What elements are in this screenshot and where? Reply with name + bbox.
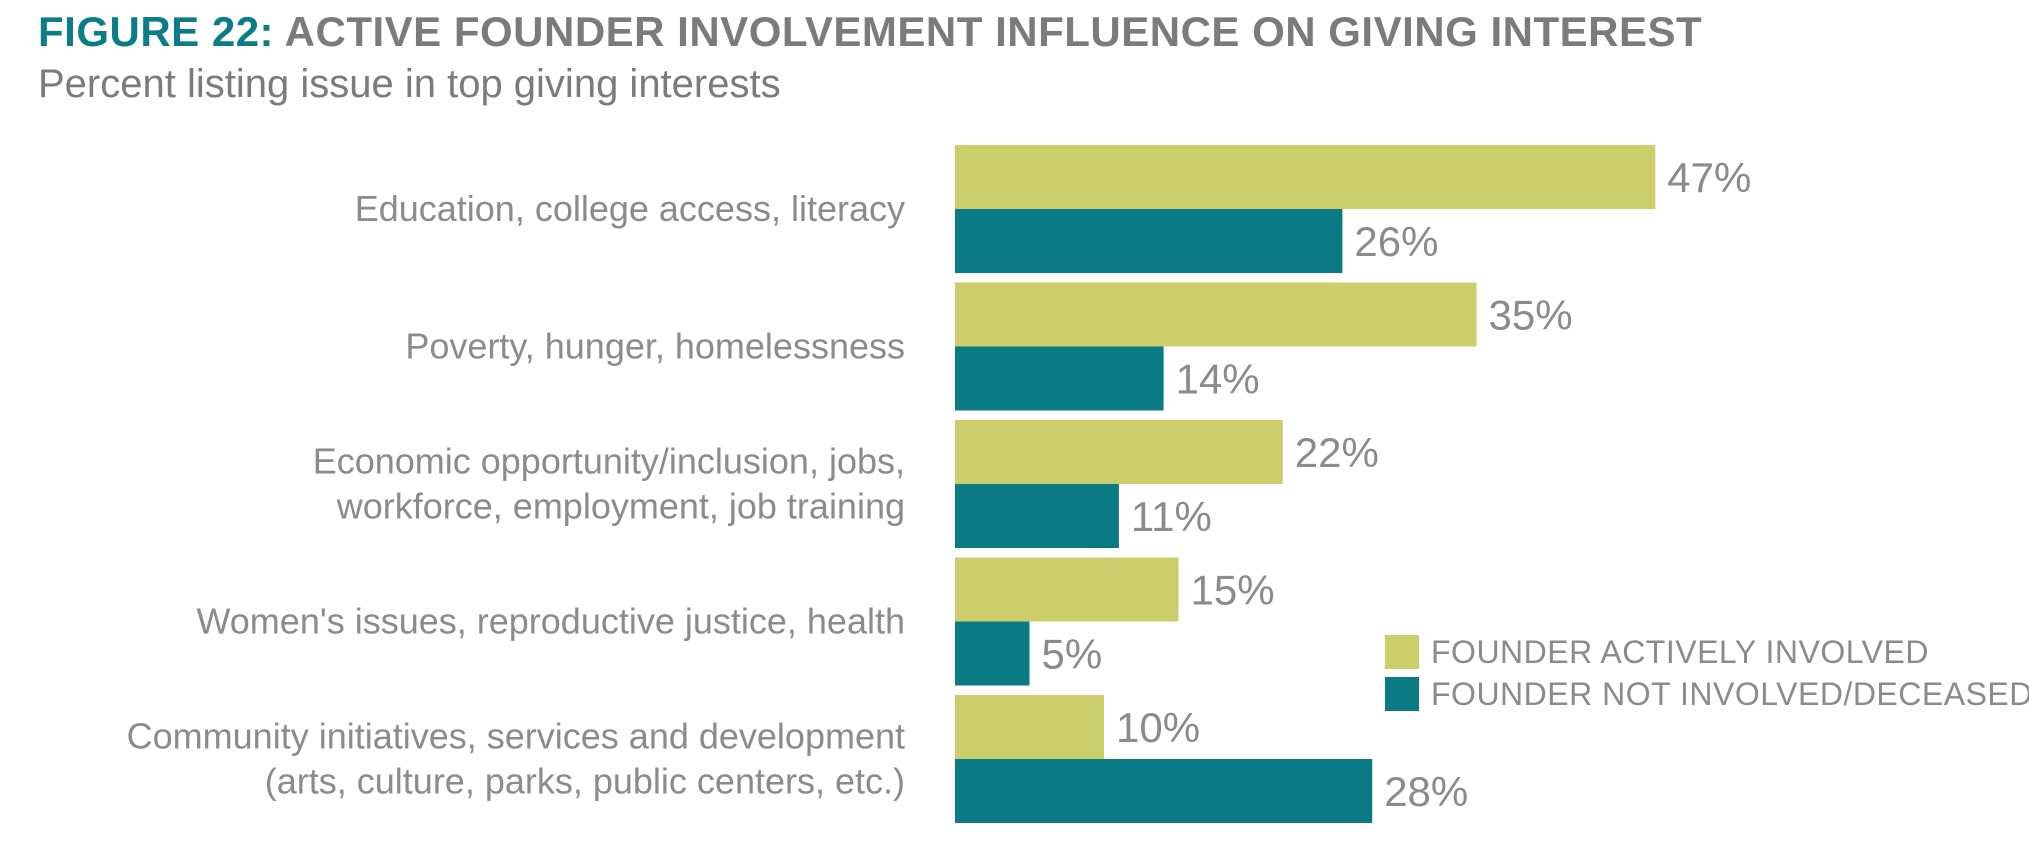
value-label-involved-3: 15% — [1191, 567, 1275, 614]
bar-involved-1 — [955, 282, 1477, 347]
category-label-2-line-0: Economic opportunity/inclusion, jobs, — [313, 441, 905, 482]
bar-involved-4 — [955, 695, 1104, 759]
value-label-involved-2: 22% — [1295, 429, 1379, 476]
legend-item-involved: FOUNDER ACTIVELY INVOLVED — [1385, 632, 2029, 672]
bar-not-involved-2 — [955, 484, 1119, 548]
category-label-4-line-1: (arts, culture, parks, public centers, e… — [265, 761, 905, 802]
value-label-involved-0: 47% — [1667, 154, 1751, 201]
bar-involved-2 — [955, 420, 1283, 484]
value-label-not-involved-1: 14% — [1176, 356, 1260, 403]
category-label-2-line-1: workforce, employment, job training — [336, 486, 905, 527]
value-label-not-involved-4: 28% — [1384, 768, 1468, 815]
bar-not-involved-0 — [955, 209, 1343, 273]
figure-title: ACTIVE FOUNDER INVOLVEMENT INFLUENCE ON … — [284, 8, 1703, 55]
value-label-involved-4: 10% — [1116, 704, 1200, 751]
chart-subtitle: Percent listing issue in top giving inte… — [38, 62, 781, 106]
bar-not-involved-1 — [955, 346, 1164, 411]
legend-item-not-involved: FOUNDER NOT INVOLVED/DECEASED — [1385, 674, 2029, 714]
legend-label-not-involved: FOUNDER NOT INVOLVED/DECEASED — [1431, 675, 2029, 712]
value-label-not-involved-2: 11% — [1131, 493, 1212, 540]
legend-swatch-not-involved — [1385, 677, 1419, 711]
category-label-3: Women's issues, reproductive justice, he… — [196, 601, 905, 642]
bar-involved-0 — [955, 145, 1656, 209]
chart-title: FIGURE 22: ACTIVE FOUNDER INVOLVEMENT IN… — [38, 8, 1702, 56]
value-label-involved-1: 35% — [1489, 292, 1573, 339]
value-label-not-involved-3: 5% — [1042, 631, 1103, 678]
legend: FOUNDER ACTIVELY INVOLVED FOUNDER NOT IN… — [1385, 632, 2029, 716]
value-label-not-involved-0: 26% — [1354, 218, 1438, 265]
category-label-1: Poverty, hunger, homelessness — [405, 326, 905, 367]
bar-not-involved-4 — [955, 759, 1373, 823]
bar-not-involved-3 — [955, 621, 1030, 686]
category-label-4-line-0: Community initiatives, services and deve… — [127, 716, 905, 757]
legend-label-involved: FOUNDER ACTIVELY INVOLVED — [1431, 633, 1929, 670]
category-label-0: Education, college access, literacy — [355, 188, 905, 229]
figure-label: FIGURE 22: — [38, 8, 275, 55]
legend-swatch-involved — [1385, 635, 1419, 669]
bar-involved-3 — [955, 557, 1179, 622]
